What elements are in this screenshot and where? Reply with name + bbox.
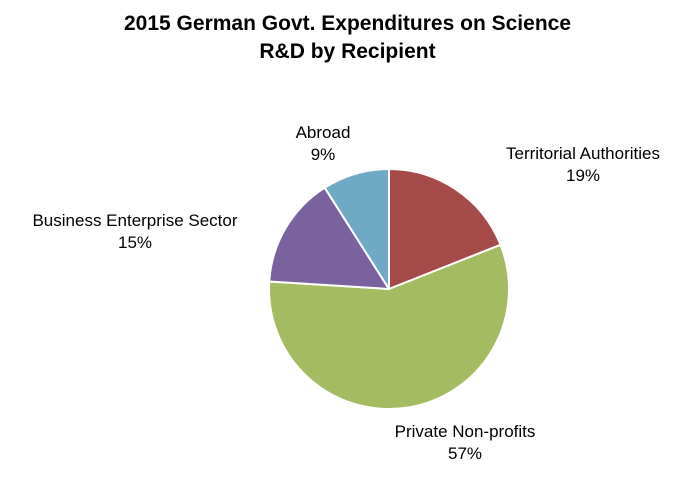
pie-slice-territorial-authorities bbox=[388, 168, 502, 290]
slice-percent: 15% bbox=[117, 233, 153, 252]
slice-name: Abroad bbox=[295, 123, 351, 142]
chart-title-line1: 2015 German Govt. Expenditures on Scienc… bbox=[124, 12, 571, 35]
slice-label-private-non-profits: Private Non-profits 57% bbox=[365, 421, 565, 465]
slice-name: Business Enterprise Sector bbox=[32, 211, 238, 230]
pie-slice-business-enterprise-sector bbox=[268, 186, 390, 290]
slice-name: Territorial Authorities bbox=[505, 144, 660, 163]
chart-title: 2015 German Govt. Expenditures on Scienc… bbox=[0, 10, 695, 66]
slice-percent: 19% bbox=[565, 166, 601, 185]
slice-percent: 57% bbox=[447, 444, 483, 463]
slice-label-business-enterprise-sector: Business Enterprise Sector 15% bbox=[4, 210, 266, 254]
slice-name: Private Non-profits bbox=[394, 422, 536, 441]
chart-title-line2: R&D by Recipient bbox=[259, 40, 436, 63]
slice-percent: 9% bbox=[310, 145, 336, 164]
slice-label-territorial-authorities: Territorial Authorities 19% bbox=[468, 143, 695, 187]
slice-label-abroad: Abroad 9% bbox=[268, 122, 378, 166]
pie-slice-abroad bbox=[323, 168, 390, 290]
